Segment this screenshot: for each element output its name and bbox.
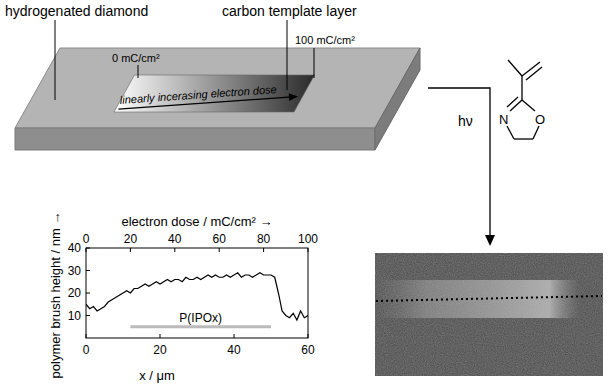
y-tick (86, 270, 90, 271)
figure: hydrogenated diamond carbon template laye… (0, 0, 610, 389)
y-tick (86, 293, 90, 294)
y-axis-label: polymer brush height / nm → (48, 212, 63, 379)
leader-line (287, 20, 288, 90)
x2-tick (263, 248, 264, 252)
y-tick-label: 10 (68, 309, 82, 323)
x2-tick-label: 80 (257, 232, 271, 246)
x2-tick (308, 248, 309, 252)
y-tick (86, 315, 90, 316)
label-dose-start: 0 mC/cm² (112, 52, 160, 64)
bond (510, 100, 522, 111)
x2-tick-label: 20 (124, 232, 138, 246)
bond (508, 60, 522, 76)
x2-tick (174, 248, 175, 252)
leader-line (314, 48, 315, 78)
arrow-head (485, 235, 495, 246)
x-tick (234, 334, 235, 338)
leader-line (138, 65, 139, 78)
x-tick-label: 20 (153, 343, 167, 357)
x-tick-label: 40 (227, 343, 241, 357)
bond (522, 62, 540, 76)
slab-side (375, 48, 420, 150)
bond (526, 67, 542, 80)
x-tick-label: 60 (301, 343, 315, 357)
gradient-arrow (118, 97, 292, 109)
leader-line (55, 20, 56, 100)
plot-area (86, 273, 308, 327)
micrograph-noise (375, 253, 603, 376)
label-gradient: linearly incerasing electron dose (119, 83, 277, 106)
atom-label: O (535, 112, 545, 127)
annotation-label: P(IPOx) (179, 311, 222, 325)
bond (521, 76, 522, 100)
process-arrow (428, 88, 490, 236)
gradient-arrow-group: linearly incerasing electron dose (117, 82, 298, 114)
slab-front (15, 128, 375, 150)
atom-label: N (499, 112, 508, 127)
bond (514, 138, 533, 139)
bond (507, 97, 518, 107)
x-axis-label: x / μm (139, 368, 175, 383)
x2-tick (130, 248, 131, 252)
x-tick (308, 334, 309, 338)
micrograph (375, 253, 603, 376)
bond (507, 126, 514, 139)
x2-axis-label: electron dose / mC/cm² → (122, 214, 273, 229)
profile-line (376, 296, 602, 301)
chart: 0 20 40 60 0 20 40 60 80 100 10 20 30 40 x / μm electro… (48, 212, 318, 383)
x2-tick (219, 248, 220, 252)
molecule (507, 60, 542, 139)
annotation-range (130, 325, 271, 328)
y-tick-label: 40 (68, 241, 82, 255)
x2-tick (86, 248, 87, 252)
x2-tick-label: 0 (83, 232, 90, 246)
x-tick (160, 334, 161, 338)
x2-tick-label: 40 (168, 232, 182, 246)
plot-frame (86, 248, 308, 338)
x-tick-label: 0 (83, 343, 90, 357)
y-tick (86, 248, 90, 249)
x-tick (86, 334, 87, 338)
bond (522, 100, 535, 111)
label-light: hν (458, 113, 473, 129)
bond (533, 126, 539, 139)
label-template: carbon template layer (222, 3, 357, 19)
arrow-head (289, 93, 299, 102)
x2-tick-label: 100 (298, 232, 318, 246)
carbon-layer (114, 75, 315, 112)
label-dose-end: 100 mC/cm² (295, 34, 355, 46)
label-substrate: hydrogenated diamond (5, 3, 148, 19)
x2-tick-label: 60 (213, 232, 227, 246)
y-tick-label: 30 (68, 264, 82, 278)
y-tick-label: 20 (68, 286, 82, 300)
slab-top (15, 48, 420, 128)
